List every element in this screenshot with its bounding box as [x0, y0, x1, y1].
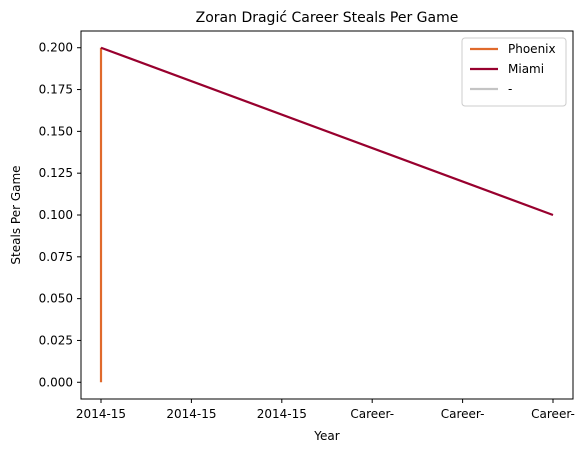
x-tick-label: 2014-15 — [166, 407, 216, 421]
y-axis-title: Steals Per Game — [9, 165, 23, 264]
y-tick-label: 0.075 — [39, 250, 73, 264]
x-tick-label: Career- — [441, 407, 485, 421]
y-tick-label: 0.025 — [39, 333, 73, 347]
plot-area — [99, 46, 554, 383]
legend-label: Phoenix — [508, 42, 556, 56]
x-tick-label: 2014-15 — [76, 407, 126, 421]
y-tick-label: 0.100 — [39, 208, 73, 222]
y-axis: 0.000 0.025 0.050 0.075 0.100 0.125 0.150 0.175… — [39, 41, 81, 389]
x-tick-label: 2014-15 — [257, 407, 307, 421]
y-tick-label: 0.175 — [39, 83, 73, 97]
x-axis: 2014-15 2014-15 2014-15 Career- Career- Caree… — [76, 399, 575, 421]
legend: Phoenix Miami - — [461, 37, 567, 107]
chart-title: Zoran Dragić Career Steals Per Game — [196, 10, 459, 26]
y-tick-label: 0.050 — [39, 292, 73, 306]
x-tick-label: Career- — [350, 407, 394, 421]
y-tick-label: 0.125 — [39, 166, 73, 180]
legend-label: - — [508, 82, 512, 96]
series-line-2 — [100, 46, 554, 217]
y-tick-label: 0.000 — [39, 375, 73, 389]
y-tick-label: 0.150 — [39, 124, 73, 138]
x-axis-title: Year — [313, 429, 339, 443]
x-tick-label: Career- — [531, 407, 575, 421]
legend-label: Miami — [508, 62, 544, 76]
y-tick-label: 0.200 — [39, 41, 73, 55]
